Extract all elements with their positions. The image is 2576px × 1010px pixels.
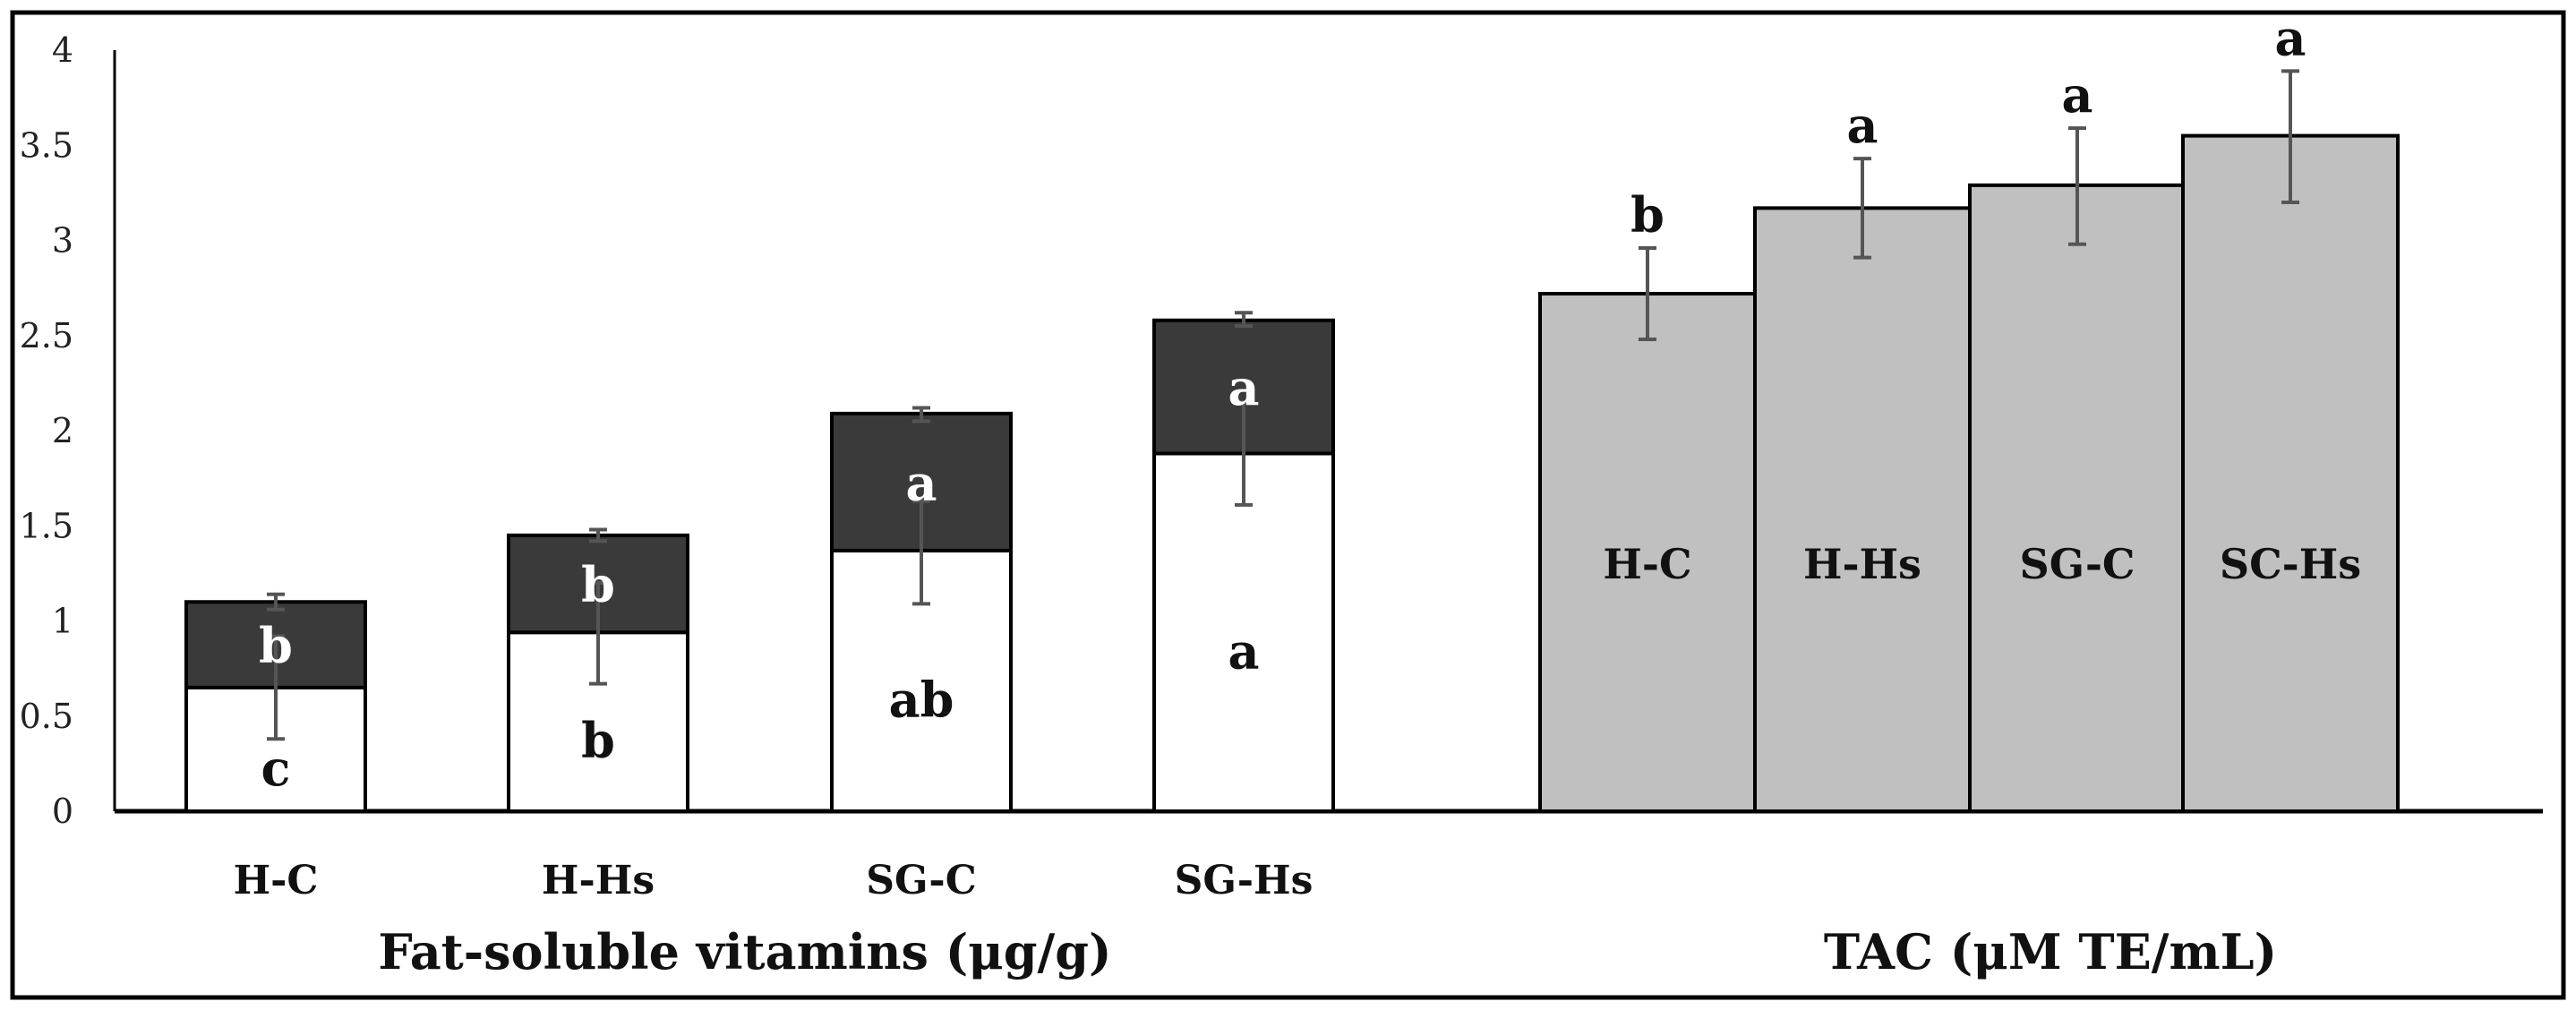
error-bar-tac-sg-c bbox=[2068, 126, 2086, 246]
x-category-label: H-Hs bbox=[542, 858, 655, 903]
sig-letter-upper: b bbox=[581, 556, 615, 613]
bar-tac-h-c bbox=[1538, 292, 1757, 813]
group-label-tac: TAC (μM TE/mL) bbox=[1824, 923, 2277, 980]
sig-letter-upper: a bbox=[1228, 359, 1260, 416]
error-bar-tac-h-hs bbox=[1853, 157, 1871, 260]
x-category-label: SG-C bbox=[866, 858, 976, 903]
y-tick-label: 0 bbox=[52, 792, 73, 831]
y-tick-label: 1 bbox=[52, 602, 73, 641]
error-bar-lower-sg-hs bbox=[1235, 400, 1253, 507]
sig-letter-tac: a bbox=[2275, 9, 2306, 66]
x-category-label: H-C bbox=[234, 858, 319, 903]
sig-letter-tac: a bbox=[1847, 97, 1879, 154]
bar-inner-label: SG-C bbox=[2019, 540, 2135, 588]
bar-inner-label: H-Hs bbox=[1803, 540, 1921, 588]
y-tick-label: 0.5 bbox=[20, 697, 73, 736]
error-bar-upper-sg-c bbox=[912, 406, 930, 424]
marks bbox=[184, 69, 2400, 813]
y-tick-label: 3.5 bbox=[20, 125, 73, 165]
sig-letter-lower: ab bbox=[889, 671, 954, 728]
error-bar-lower-h-c bbox=[267, 634, 285, 741]
y-tick-label: 2.5 bbox=[20, 316, 73, 355]
error-bar-upper-h-hs bbox=[589, 527, 607, 544]
y-tick-label: 4 bbox=[52, 30, 73, 70]
error-bar-upper-h-c bbox=[267, 592, 285, 612]
error-bar-upper-sg-hs bbox=[1235, 311, 1253, 329]
group-label-vitamins: Fat-soluble vitamins (μg/g) bbox=[378, 923, 1111, 980]
x-category-label: SG-Hs bbox=[1175, 858, 1314, 903]
sig-letter-lower: a bbox=[1228, 622, 1260, 680]
error-bar-lower-h-hs bbox=[589, 581, 607, 686]
error-bar-lower-sg-c bbox=[912, 499, 930, 606]
y-tick-label: 2 bbox=[52, 411, 73, 450]
sig-letter-lower: c bbox=[261, 740, 291, 797]
y-tick-label: 3 bbox=[52, 221, 73, 261]
sig-letter-tac: b bbox=[1630, 186, 1665, 244]
bar-inner-label: SC-Hs bbox=[2220, 540, 2361, 588]
error-bar-tac-sc-hs bbox=[2281, 69, 2299, 204]
bar-lower-sg-hs bbox=[1152, 451, 1335, 813]
bar-tac-sg-c bbox=[1968, 183, 2187, 813]
sig-letter-upper: b bbox=[259, 617, 293, 674]
bar-tac-sc-hs bbox=[2181, 133, 2400, 813]
bar-inner-label: H-C bbox=[1603, 540, 1691, 588]
error-bar-tac-h-c bbox=[1639, 246, 1656, 341]
sig-letter-upper: a bbox=[906, 454, 937, 511]
y-tick-label: 1.5 bbox=[20, 506, 73, 545]
bar-tac-h-hs bbox=[1753, 206, 1972, 813]
sig-letter-lower: b bbox=[581, 712, 615, 769]
sig-letter-tac: a bbox=[2062, 66, 2093, 124]
